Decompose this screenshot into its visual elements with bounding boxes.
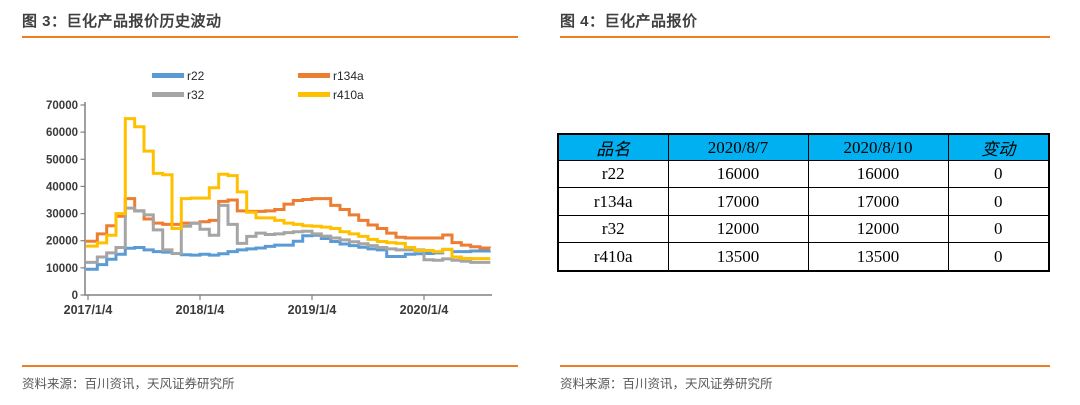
series-line-r410a bbox=[86, 117, 491, 261]
table-cell: 12000 bbox=[667, 214, 809, 244]
table-cell: 0 bbox=[947, 187, 1050, 216]
legend-label-r134a: r134a bbox=[333, 68, 364, 83]
table-cell: 17000 bbox=[807, 187, 949, 216]
y-axis-tick-label: 30000 bbox=[46, 209, 78, 221]
y-axis-tick-label: 0 bbox=[72, 290, 78, 302]
legend-swatch-r134a bbox=[298, 73, 330, 78]
table-cell: 13500 bbox=[667, 242, 809, 272]
figure-3-source-rule bbox=[22, 365, 518, 367]
y-axis-tick-label: 40000 bbox=[46, 181, 78, 193]
figure-4-title: 图 4：巨化产品报价 bbox=[560, 13, 698, 30]
figure-3-title: 图 3：巨化产品报价历史波动 bbox=[22, 13, 222, 30]
table-cell: 13500 bbox=[807, 242, 949, 272]
col-header-2: 2020/8/10 bbox=[807, 133, 949, 161]
table-cell: 12000 bbox=[807, 214, 949, 244]
legend-label-r410a: r410a bbox=[333, 87, 364, 102]
legend-swatch-r32 bbox=[152, 92, 184, 97]
legend-item-r410a: r410a bbox=[298, 88, 444, 102]
legend-label-r32: r32 bbox=[187, 87, 205, 102]
chart-axes bbox=[84, 102, 492, 296]
y-axis-tick-label: 10000 bbox=[46, 263, 78, 275]
col-header-3: 变动 bbox=[947, 133, 1050, 161]
price-history-chart: 0 10000 20000 30000 40000 50000 60000 70000 2017… bbox=[46, 100, 492, 317]
x-axis-tick-label: 2019/1/4 bbox=[288, 303, 337, 317]
table-cell: r22 bbox=[557, 159, 669, 189]
figure-3-source: 资料来源：百川资讯，天风证券研究所 bbox=[22, 377, 235, 391]
legend-swatch-r410a bbox=[298, 92, 330, 97]
figure-4-source-rule bbox=[560, 365, 1050, 367]
table-header-row: 品名 2020/8/7 2020/8/10 变动 bbox=[557, 133, 1050, 161]
x-axis-tick-label: 2020/1/4 bbox=[400, 303, 449, 317]
chart-legend: r22 r134a r32 r410a bbox=[152, 66, 444, 104]
table-row: r134a 17000 17000 0 bbox=[557, 187, 1050, 216]
col-header-0: 品名 bbox=[557, 133, 669, 161]
table-row: r22 16000 16000 0 bbox=[557, 159, 1050, 189]
price-table: 品名 2020/8/7 2020/8/10 变动 r22 16000 16000 0 r134… bbox=[557, 133, 1050, 272]
y-axis-tick-label: 50000 bbox=[46, 154, 78, 166]
legend-item-r32: r32 bbox=[152, 88, 298, 102]
table-cell: 16000 bbox=[807, 159, 949, 189]
y-axis-tick-label: 60000 bbox=[46, 127, 78, 139]
table-cell: 0 bbox=[947, 159, 1050, 189]
table-row: r32 12000 12000 0 bbox=[557, 214, 1050, 244]
x-axis-tick-label: 2017/1/4 bbox=[64, 303, 113, 317]
table-cell: r134a bbox=[557, 187, 669, 216]
table-cell: 16000 bbox=[667, 159, 809, 189]
legend-item-r134a: r134a bbox=[298, 69, 444, 83]
figure-4-title-rule bbox=[560, 36, 1050, 38]
table-cell: 0 bbox=[947, 242, 1050, 272]
figure-4-source: 资料来源：百川资讯，天风证券研究所 bbox=[560, 377, 773, 391]
price-table-body: r22 16000 16000 0 r134a 17000 17000 0 r32 12000 12… bbox=[557, 159, 1050, 272]
table-cell: 0 bbox=[947, 214, 1050, 244]
table-cell: r32 bbox=[557, 214, 669, 244]
table-cell: 17000 bbox=[667, 187, 809, 216]
legend-swatch-r22 bbox=[152, 73, 184, 78]
table-row: r410a 13500 13500 0 bbox=[557, 242, 1050, 272]
x-axis-tick-label: 2018/1/4 bbox=[176, 303, 225, 317]
price-table-head: 品名 2020/8/7 2020/8/10 变动 bbox=[557, 133, 1050, 161]
y-axis-tick-label: 20000 bbox=[46, 236, 78, 248]
y-axis-tick-label: 70000 bbox=[46, 100, 78, 112]
legend-label-r22: r22 bbox=[187, 68, 205, 83]
legend-item-r22: r22 bbox=[152, 69, 298, 83]
col-header-1: 2020/8/7 bbox=[667, 133, 809, 161]
figure-3-title-rule bbox=[22, 36, 518, 38]
series-line-r22 bbox=[86, 233, 491, 271]
table-cell: r410a bbox=[557, 242, 669, 272]
